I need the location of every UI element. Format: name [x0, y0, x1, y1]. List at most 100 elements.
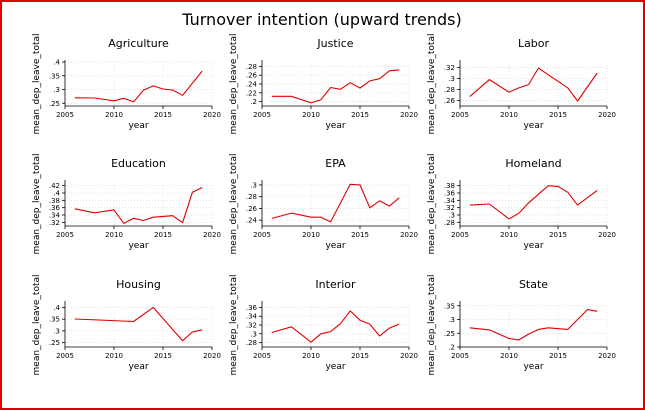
series-line — [271, 69, 400, 104]
x-tick-label: 2005 — [56, 111, 74, 119]
panel-homeland: Homeland .28.3.32.34.36.38 2005 2010 2015 202… — [427, 154, 616, 255]
x-tick-label: 2020 — [598, 111, 616, 119]
panel-title: State — [519, 278, 548, 291]
x-tick-label: 2005 — [253, 352, 271, 360]
y-tick-label: .25 — [444, 330, 455, 338]
y-tick-label: .3 — [448, 316, 455, 324]
y-tick-label: .24 — [246, 81, 258, 89]
y-tick-label: .36 — [49, 204, 61, 212]
y-tick-label: .4 — [53, 304, 60, 312]
x-tick-label: 2020 — [400, 352, 418, 360]
panel-title: Interior — [315, 278, 356, 291]
panel-housing: Housing .25 .3 .35 .4 2005 2010 2015 2020 year mea… — [32, 275, 221, 376]
y-tick-label: .32 — [246, 322, 257, 330]
x-tick-label: 2005 — [451, 352, 469, 360]
y-tick-label: .35 — [49, 316, 60, 324]
y-tick-label: .26 — [246, 205, 258, 213]
x-tick-label: 2010 — [302, 352, 320, 360]
x-axis-label: year — [128, 241, 148, 251]
panel-justice: Justice .2.22.24.26.28 2005 2010 2015 2020 yea… — [229, 34, 418, 135]
x-axis-label: year — [523, 362, 543, 372]
panel-labor: Labor .26 .28 .3 .32 2005 2010 2015 2020 year mean… — [427, 34, 616, 135]
x-tick-label: 2010 — [500, 231, 518, 239]
x-tick-label: 2015 — [549, 111, 567, 119]
y-tick-label: .38 — [49, 197, 60, 205]
y-tick-label: .2 — [250, 98, 257, 106]
x-tick-label: 2020 — [203, 231, 221, 239]
x-axis-label: year — [128, 362, 148, 372]
x-axis-label: year — [523, 121, 543, 131]
y-tick-label: .32 — [444, 204, 455, 212]
x-axis-label: year — [325, 362, 345, 372]
y-tick-label: .28 — [246, 339, 257, 347]
x-tick-label: 2015 — [549, 231, 567, 239]
x-tick-label: 2010 — [302, 111, 320, 119]
series-line — [74, 70, 203, 103]
x-tick-label: 2020 — [400, 111, 418, 119]
series-line — [469, 67, 598, 102]
y-tick-label: .34 — [444, 197, 456, 205]
y-tick-label: .3 — [250, 330, 257, 338]
y-axis-label: mean_dep_leave_total — [427, 154, 437, 255]
series-line — [271, 183, 400, 223]
y-tick-label: .3 — [250, 181, 257, 189]
x-tick-label: 2005 — [451, 231, 469, 239]
series-line — [469, 185, 598, 220]
y-axis-label: mean_dep_leave_total — [427, 34, 437, 135]
x-tick-label: 2010 — [105, 231, 123, 239]
panel-grid: Agriculture .25 .3 .35 .4 2005 2010 2015 2020 yea… — [32, 34, 616, 376]
figure-title: Turnover intention (upward trends) — [181, 10, 461, 29]
y-tick-label: .3 — [448, 212, 455, 220]
y-tick-label: .3 — [53, 327, 60, 335]
y-tick-label: .2 — [448, 344, 455, 352]
panel-title: Housing — [116, 278, 161, 291]
panel-agriculture: Agriculture .25 .3 .35 .4 2005 2010 2015 2020 yea… — [32, 34, 221, 135]
x-tick-label: 2020 — [400, 231, 418, 239]
panel-title: Agriculture — [108, 37, 169, 50]
x-axis-label: year — [325, 241, 345, 251]
y-tick-label: .28 — [444, 86, 455, 94]
y-tick-label: .26 — [444, 97, 456, 105]
panel-title: Education — [111, 157, 166, 170]
panel-state: State .2 .25 .3 .35 2005 2010 2015 2020 year mean_… — [427, 275, 616, 376]
series-line — [74, 187, 203, 224]
x-tick-label: 2005 — [253, 111, 271, 119]
y-tick-label: .34 — [49, 212, 61, 220]
y-tick-label: .38 — [444, 182, 455, 190]
y-tick-label: .32 — [49, 219, 60, 227]
x-axis-label: year — [128, 121, 148, 131]
x-tick-label: 2015 — [154, 352, 172, 360]
y-axis-label: mean_dep_leave_total — [32, 34, 42, 135]
y-tick-label: .24 — [246, 217, 258, 225]
series-line — [271, 310, 400, 343]
x-tick-label: 2015 — [154, 231, 172, 239]
y-axis-label: mean_dep_leave_total — [32, 275, 42, 376]
x-tick-label: 2010 — [105, 352, 123, 360]
y-tick-label: .36 — [246, 304, 258, 312]
x-tick-label: 2005 — [253, 231, 271, 239]
x-tick-label: 2005 — [451, 111, 469, 119]
x-tick-label: 2020 — [203, 111, 221, 119]
y-axis-label: mean_dep_leave_total — [32, 154, 42, 255]
panel-title: Homeland — [505, 157, 561, 170]
panel-epa: EPA .24 .26 .28 .3 2005 2010 2015 2020 year mean_d… — [229, 154, 418, 255]
y-tick-label: .35 — [444, 302, 455, 310]
x-tick-label: 2015 — [351, 111, 369, 119]
y-tick-label: .36 — [444, 190, 456, 198]
x-tick-label: 2015 — [549, 352, 567, 360]
series-line — [74, 306, 203, 342]
x-tick-label: 2005 — [56, 352, 74, 360]
y-tick-label: .42 — [49, 182, 60, 190]
y-tick-label: .28 — [246, 193, 257, 201]
x-axis-label: year — [523, 241, 543, 251]
y-tick-label: .4 — [53, 190, 60, 198]
x-tick-label: 2020 — [598, 231, 616, 239]
y-tick-label: .26 — [246, 72, 258, 80]
panel-title: Labor — [518, 37, 550, 50]
y-tick-label: .34 — [246, 313, 258, 321]
x-tick-label: 2005 — [56, 231, 74, 239]
panel-interior: Interior .28.3.32.34.36 2005 2010 2015 2020 ye… — [229, 275, 418, 376]
y-tick-label: .3 — [53, 86, 60, 94]
x-tick-label: 2010 — [105, 111, 123, 119]
